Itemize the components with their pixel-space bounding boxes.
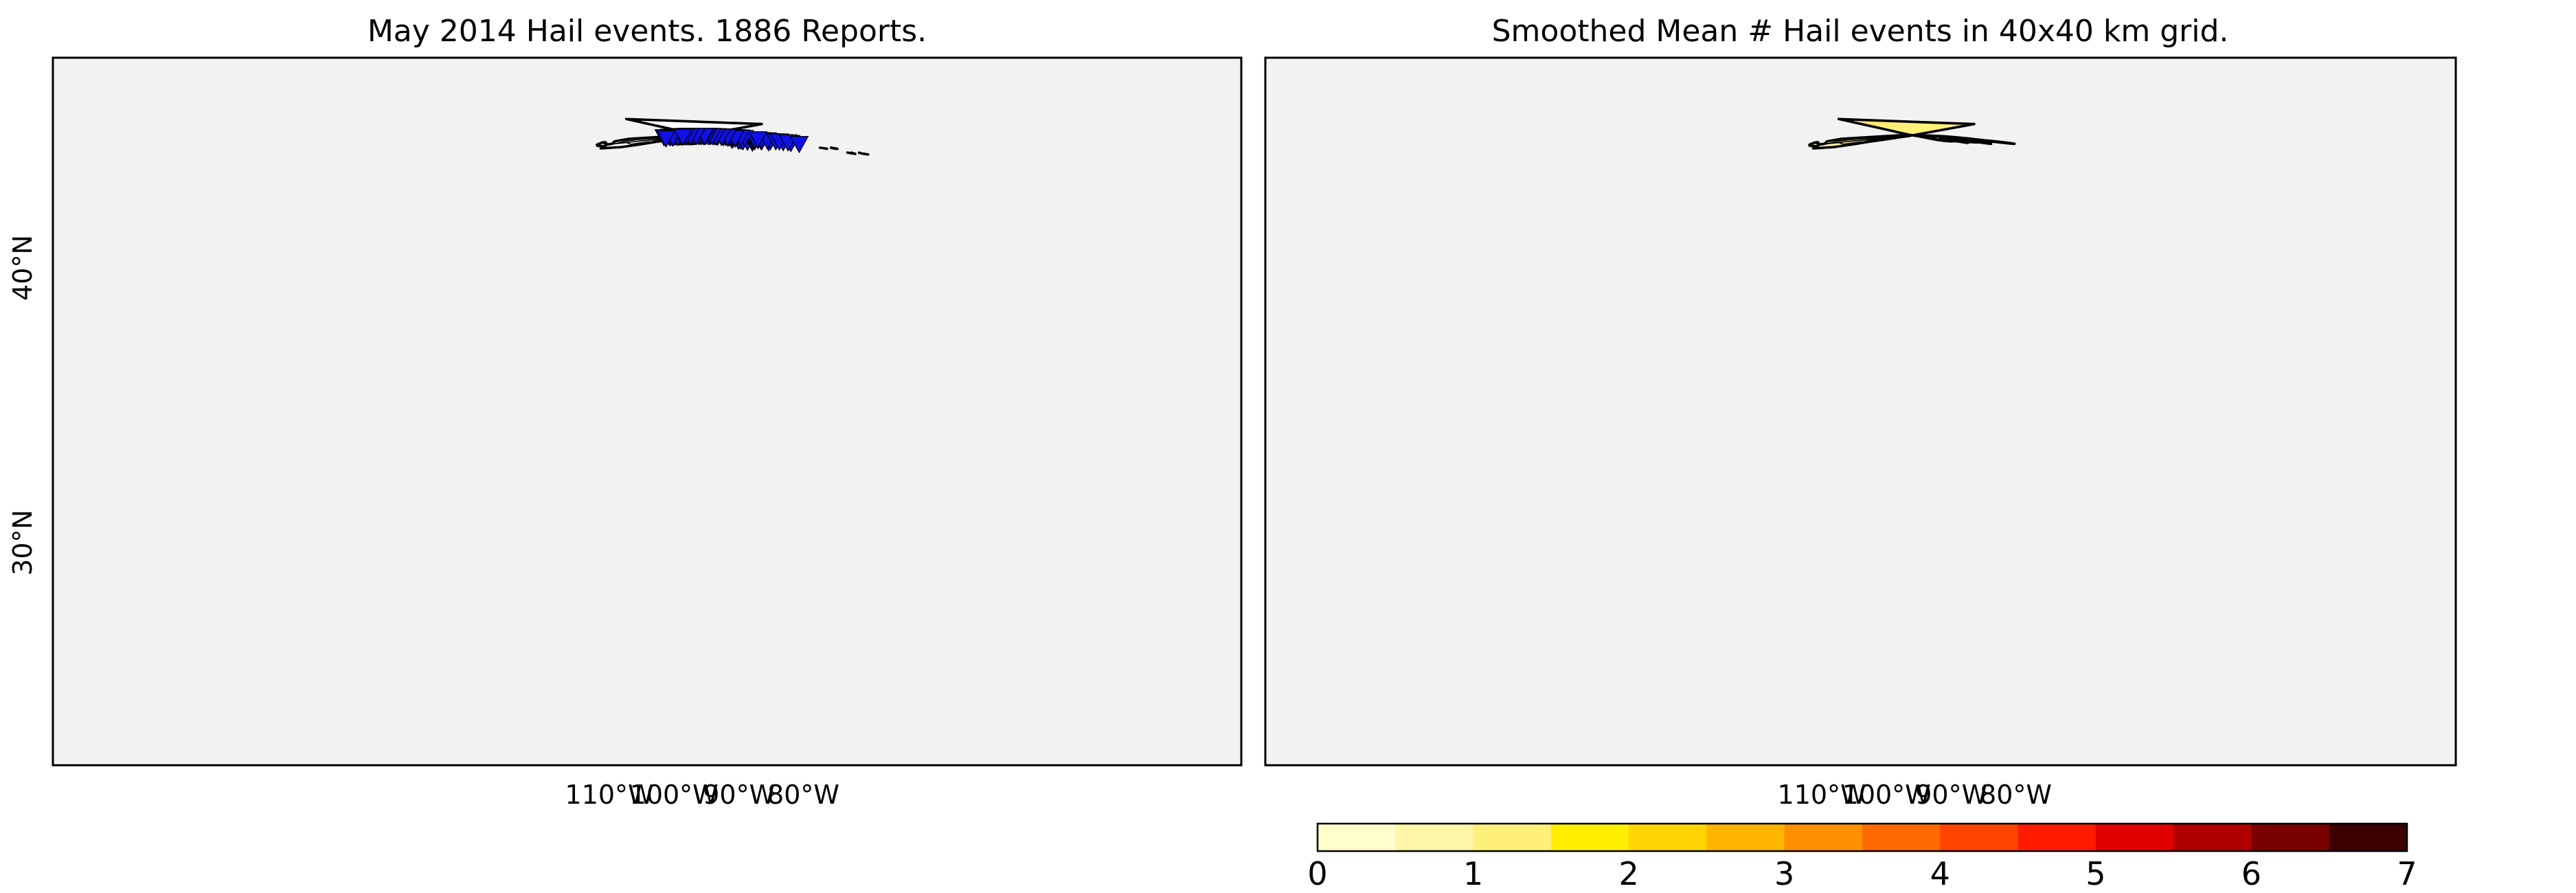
- colorbar-block: [1706, 824, 1785, 851]
- colorbar-block: [2018, 824, 2097, 851]
- right-lon-tick-label: 100°W: [1842, 780, 1931, 810]
- left-lon-tick-label: 80°W: [767, 780, 839, 810]
- colorbar-block: [1784, 824, 1863, 851]
- left-lon-tick-label: 110°W: [565, 780, 654, 810]
- right-lon-tick-label: 110°W: [1778, 780, 1866, 810]
- colorbar-tick-label: 1: [1463, 855, 1483, 892]
- right-lake: [1939, 137, 1947, 140]
- right-map-frame: [1264, 56, 2457, 767]
- colorbar-block: [2251, 824, 2330, 851]
- right-state-border: [1958, 138, 1965, 142]
- left-map-frame: [52, 56, 1243, 767]
- colorbar-tick-label: 6: [2241, 855, 2261, 892]
- hail-report-marker: [656, 130, 676, 148]
- right-map: [1265, 58, 2456, 765]
- colorbar-block: [1318, 824, 1396, 851]
- colorbar-tick-label: 4: [1930, 855, 1950, 892]
- colorbar-tick-label: 5: [2086, 855, 2105, 892]
- colorbar-tick-label: 2: [1618, 855, 1638, 892]
- right-lon-tick-label: 90°W: [1915, 780, 1987, 810]
- colorbar-block: [1473, 824, 1552, 851]
- colorbar-ticks: 0 1 2 3 4 5 6 7: [1307, 855, 2417, 892]
- colorbar-block: [1395, 824, 1474, 851]
- left-map-title: May 2014 Hail events. 1886 Reports.: [368, 14, 927, 49]
- left-state-border: [614, 141, 651, 145]
- colorbar-tick-label: 7: [2397, 855, 2417, 892]
- right-coastline: [1808, 117, 2016, 150]
- colorbar-block: [1940, 824, 2019, 851]
- right-lon-tick-label: 80°W: [1980, 780, 2052, 810]
- left-lat-tick-label: 30°N: [8, 510, 38, 576]
- right-ocean-mask: [1265, 58, 2456, 765]
- colorbar-block: [2173, 824, 2252, 851]
- left-hail-markers: [654, 128, 809, 154]
- colorbar-tick-label: 3: [1774, 855, 1794, 892]
- left-ocean-background: [53, 58, 1241, 765]
- colorbar-block: [1550, 824, 1629, 851]
- colorbar-frame: [1316, 822, 2408, 852]
- hail-report-marker: [673, 128, 693, 146]
- hail-report-marker: [789, 135, 809, 154]
- colorbar: 0 1 2 3 4 5 6 7: [1307, 822, 2417, 892]
- left-coastline-fragment: [818, 146, 828, 150]
- left-lat-ticks: 40°N 30°N: [8, 235, 38, 576]
- right-map-title: Smoothed Mean # Hail events in 40x40 km …: [1492, 14, 2229, 49]
- colorbar-blocks: [1318, 824, 2408, 851]
- colorbar-block: [1862, 824, 1941, 851]
- left-coastline-fragment: [846, 151, 857, 155]
- colorbar-block: [2095, 824, 2174, 851]
- left-lon-tick-label: 90°W: [703, 780, 775, 810]
- right-state-border: [1827, 141, 1863, 145]
- colorbar-tick-label: 0: [1307, 855, 1327, 892]
- left-coastline-fragment: [830, 146, 839, 150]
- left-coastline-fragment: [857, 151, 870, 156]
- left-lat-tick-label: 40°N: [8, 235, 38, 301]
- colorbar-block: [1629, 824, 1708, 851]
- left-lon-tick-label: 100°W: [630, 780, 719, 810]
- hail-report-marker: [748, 131, 768, 149]
- colorbar-block: [2329, 824, 2408, 851]
